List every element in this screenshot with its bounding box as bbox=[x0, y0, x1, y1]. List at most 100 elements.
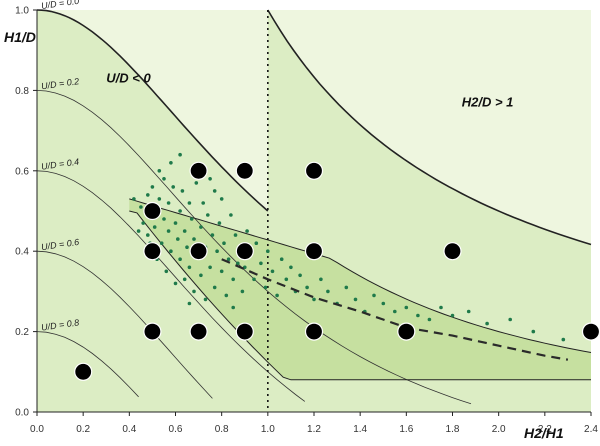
small-point bbox=[178, 152, 182, 157]
ud-curve-label: U/D = 0.0 bbox=[41, 0, 80, 11]
ud-curve bbox=[36, 250, 213, 399]
large-point bbox=[143, 201, 162, 221]
small-point bbox=[224, 293, 229, 298]
small-point bbox=[199, 273, 203, 278]
region-label-ud: U/D < 0 bbox=[106, 70, 151, 85]
x-tick-label: 1.0 bbox=[261, 424, 275, 435]
small-point bbox=[266, 249, 270, 253]
small-point bbox=[326, 289, 330, 294]
large-points bbox=[74, 161, 600, 381]
small-point bbox=[173, 221, 178, 225]
small-point bbox=[141, 221, 145, 225]
small-point bbox=[152, 225, 157, 229]
large-point bbox=[74, 362, 93, 381]
small-point bbox=[427, 317, 432, 322]
h2d-boundary bbox=[267, 9, 592, 246]
small-point bbox=[270, 269, 275, 274]
small-point bbox=[284, 277, 289, 282]
small-point bbox=[192, 237, 196, 241]
small-point bbox=[245, 229, 249, 233]
small-point bbox=[192, 289, 196, 294]
small-point bbox=[212, 189, 217, 193]
small-point bbox=[208, 177, 212, 181]
large-point bbox=[581, 322, 600, 341]
small-point bbox=[162, 177, 166, 181]
small-point bbox=[173, 281, 178, 286]
large-point bbox=[397, 322, 416, 341]
small-point bbox=[344, 285, 349, 290]
small-point bbox=[404, 305, 409, 310]
x-tick-label: 1.6 bbox=[399, 424, 413, 435]
small-point bbox=[219, 197, 224, 201]
small-point bbox=[136, 229, 141, 233]
small-point bbox=[393, 309, 397, 314]
small-point bbox=[139, 205, 143, 209]
small-point bbox=[219, 269, 224, 274]
y-tick-label: 0.2 bbox=[15, 327, 29, 338]
small-point bbox=[305, 285, 309, 290]
small-point bbox=[263, 285, 268, 290]
small-point bbox=[212, 285, 217, 290]
large-point bbox=[304, 161, 324, 180]
region-label-h2d: H2/D > 1 bbox=[462, 94, 514, 109]
x-tick-label: 0.8 bbox=[215, 424, 229, 435]
x-axis-label: H2/H1 bbox=[524, 425, 564, 441]
small-point bbox=[176, 237, 180, 241]
small-point bbox=[150, 185, 155, 189]
x-tick-label: 0.4 bbox=[122, 424, 136, 435]
x-tick-label: 2.0 bbox=[492, 424, 506, 435]
small-point bbox=[531, 329, 536, 334]
large-point bbox=[189, 322, 208, 341]
ud-curves bbox=[36, 9, 592, 412]
large-point bbox=[235, 322, 254, 341]
x-tick-label: 0.0 bbox=[30, 424, 44, 435]
ud-zero-boundary bbox=[36, 9, 269, 212]
small-point bbox=[298, 273, 302, 278]
small-point bbox=[182, 277, 187, 282]
small-point bbox=[252, 277, 256, 282]
small-point bbox=[254, 241, 259, 245]
small-point bbox=[206, 213, 210, 217]
small-point bbox=[194, 181, 199, 185]
small-point bbox=[201, 201, 205, 205]
small-point bbox=[231, 277, 235, 282]
axes: 0.0 0.2 0.4 0.6 0.8 1.0 1.2 1.4 1.6 1.8 2.0 2.2 2.4 0… bbox=[15, 6, 598, 436]
small-point bbox=[187, 301, 192, 306]
small-point bbox=[210, 233, 215, 237]
small-point bbox=[182, 229, 187, 233]
small-point bbox=[231, 305, 235, 310]
small-point bbox=[169, 249, 173, 253]
large-point bbox=[443, 242, 462, 261]
small-point bbox=[289, 265, 293, 270]
large-point bbox=[143, 242, 162, 261]
large-point bbox=[304, 242, 324, 261]
small-point bbox=[171, 185, 175, 189]
large-point bbox=[143, 322, 162, 341]
small-point bbox=[312, 297, 316, 302]
small-point bbox=[217, 221, 222, 225]
x-tick-label: 0.2 bbox=[76, 424, 90, 435]
x-tick-label: 2.4 bbox=[584, 424, 598, 435]
ud-curve bbox=[36, 170, 306, 402]
x-tick-label: 1.4 bbox=[353, 424, 367, 435]
y-tick-label: 1.0 bbox=[15, 6, 29, 17]
small-point bbox=[169, 161, 173, 165]
small-point bbox=[259, 261, 263, 266]
y-tick-label: 0.8 bbox=[15, 86, 29, 97]
small-point bbox=[222, 241, 226, 245]
small-point bbox=[561, 337, 566, 342]
large-point bbox=[189, 161, 208, 180]
large-point bbox=[235, 242, 254, 261]
small-point bbox=[215, 249, 219, 253]
y-axis-label: H1/D bbox=[4, 29, 36, 45]
small-point bbox=[199, 225, 203, 229]
small-point bbox=[187, 265, 192, 270]
large-point bbox=[304, 322, 324, 341]
x-tick-label: 1.2 bbox=[307, 424, 321, 435]
small-point bbox=[162, 217, 166, 221]
region-medium bbox=[37, 10, 591, 412]
small-point bbox=[485, 321, 489, 326]
small-point bbox=[180, 189, 185, 193]
small-point bbox=[132, 197, 136, 201]
